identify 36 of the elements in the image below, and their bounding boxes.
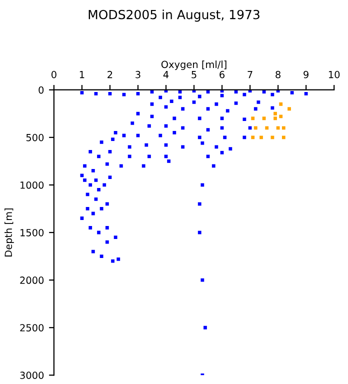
- point: [279, 114, 283, 118]
- x-tick-label: 10: [328, 70, 340, 78]
- y-tick-label: 1500: [20, 228, 44, 236]
- point: [262, 116, 266, 120]
- y-tick-label: 2000: [20, 276, 44, 284]
- y-tick-label: 3000: [20, 372, 44, 379]
- x-tick-label: 5: [192, 71, 196, 78]
- point: [274, 116, 277, 120]
- point: [265, 126, 269, 130]
- point: [288, 107, 291, 111]
- x-tick-label: 1: [80, 71, 84, 78]
- y-tick-label: 2500: [20, 324, 44, 332]
- point: [279, 102, 283, 106]
- point: [254, 126, 258, 130]
- y-tick-label: 1000: [20, 181, 44, 189]
- x-tick-label: 6: [220, 70, 225, 78]
- x-tick-label: 0: [51, 70, 56, 78]
- y-tick-label: 0: [38, 86, 44, 94]
- point: [274, 112, 277, 116]
- x-tick-label: 2: [108, 70, 112, 78]
- y-axis-title: Depth [m]: [4, 208, 14, 256]
- x-tick-label: 9: [304, 70, 308, 78]
- point: [270, 136, 274, 140]
- point: [251, 136, 255, 140]
- point: [276, 126, 280, 130]
- point: [260, 136, 263, 140]
- x-tick-label: 4: [163, 71, 169, 78]
- point: [282, 136, 286, 140]
- x-tick-label: 3: [136, 70, 140, 78]
- x-tick-label: 7: [248, 71, 252, 78]
- chart-title: MODS2005 in August, 1973: [88, 10, 260, 22]
- point: [251, 116, 255, 120]
- point: [282, 126, 286, 130]
- x-axis-title: Oxygen [ml/l]: [161, 60, 226, 70]
- y-tick-label: 500: [26, 134, 44, 142]
- x-tick-label: 8: [276, 70, 280, 78]
